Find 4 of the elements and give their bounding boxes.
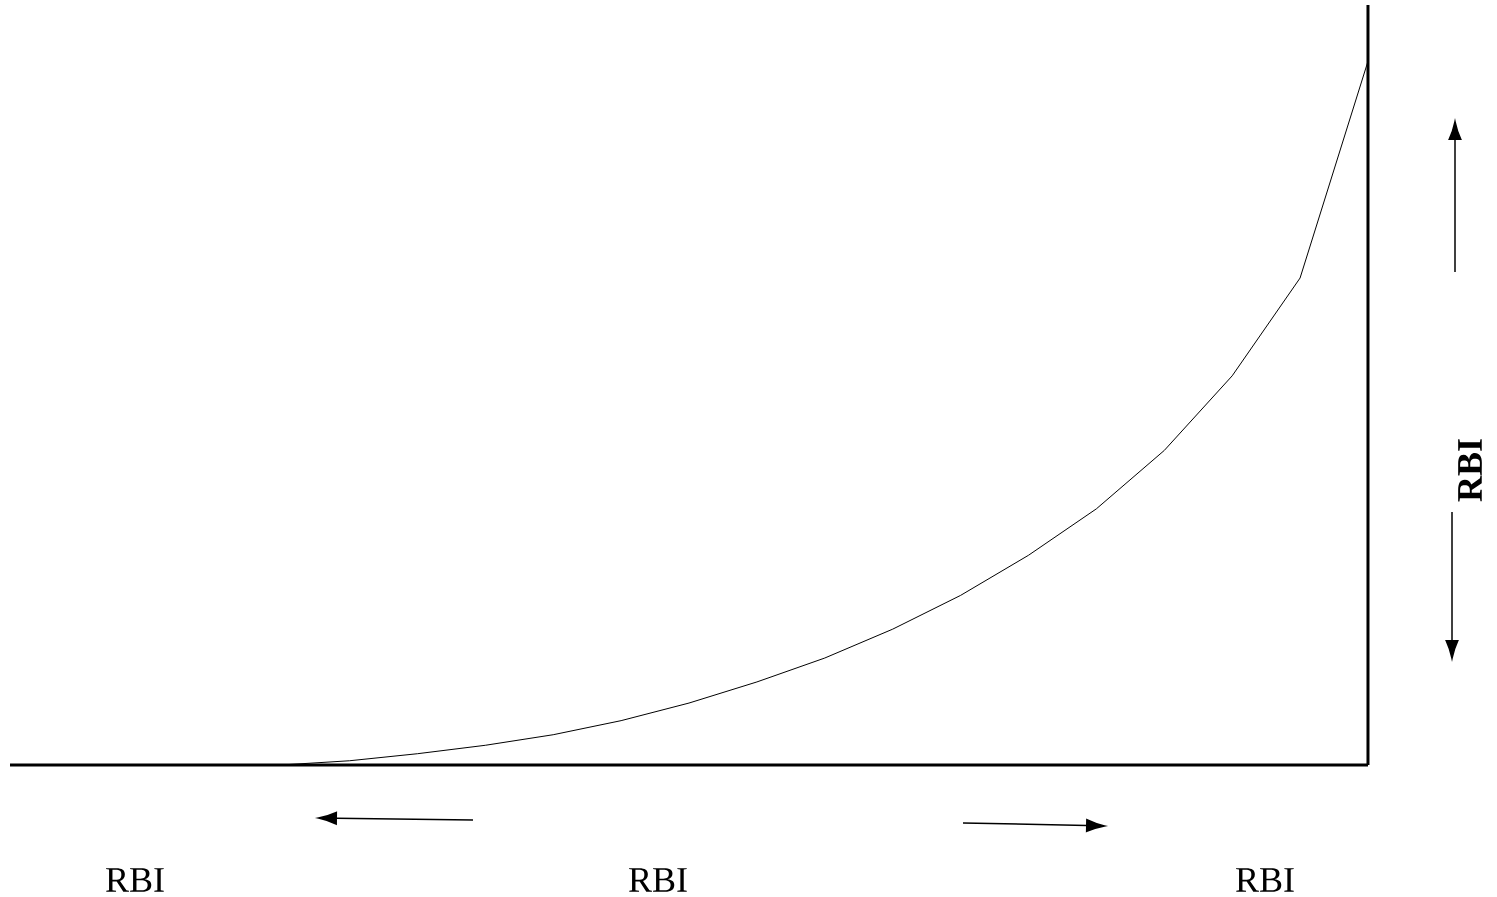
text: RBI xyxy=(1236,868,1294,892)
y-axis-title: RBI xyxy=(1458,439,1482,502)
text: RBI xyxy=(106,868,164,892)
x-axis-title: RBI xyxy=(629,868,687,892)
